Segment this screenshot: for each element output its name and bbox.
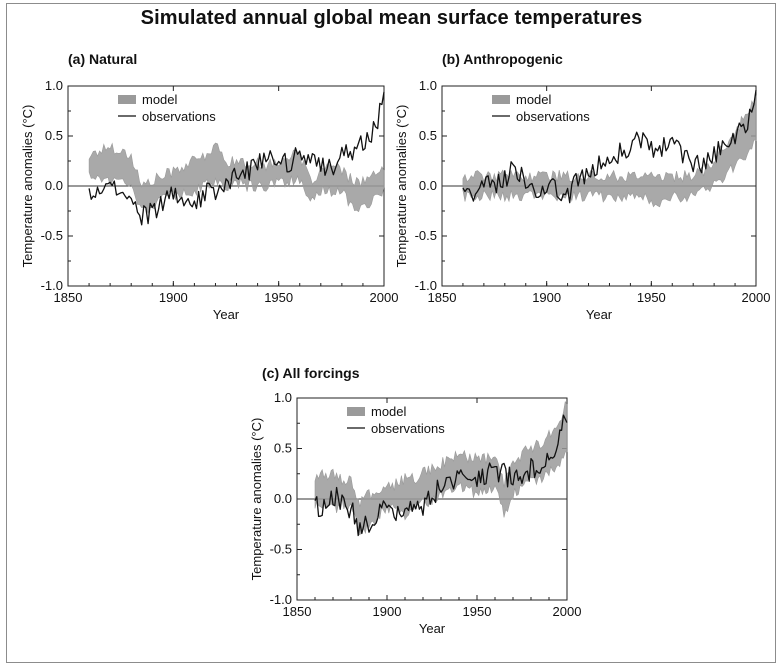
panel-all-forcings: (c) All forcings 1850 1900 1950 2000 1.0 0.5 0.… [249,365,582,636]
legend-observations-label: observations [142,109,216,124]
figure-title: Simulated annual global mean surface tem… [140,7,643,29]
legend-model-label: model [371,404,407,419]
observations-series-line [88,91,385,226]
y-tick-label: -0.5 [415,228,437,243]
y-tick-label: 0.0 [274,491,292,506]
y-axis-label: Temperature anomalies (°C) [249,418,264,581]
observations-series-line [462,90,757,204]
x-tick-label: 1850 [428,290,457,305]
figure: Simulated annual global mean surface tem… [6,3,776,663]
panel-anthropogenic: (b) Anthropogenic 1850 1900 1950 2000 1.0 0.5 0… [394,51,771,322]
x-tick-label: 2000 [742,290,771,305]
legend-model-swatch [118,95,136,104]
y-tick-label: 0.0 [419,178,437,193]
x-tick-label: 1850 [283,604,312,619]
y-tick-label: -1.0 [270,592,292,607]
legend-observations-label: observations [371,421,445,436]
x-tick-label: 1950 [637,290,666,305]
y-tick-label: -1.0 [415,278,437,293]
y-tick-label: 0.0 [45,178,63,193]
y-tick-label: -0.5 [41,228,63,243]
x-tick-label: 1900 [159,290,188,305]
y-tick-label: 0.5 [45,128,63,143]
legend-model-label: model [516,92,552,107]
x-tick-label: 1850 [54,290,83,305]
y-tick-label: -0.5 [270,542,292,557]
x-tick-label: 2000 [370,290,399,305]
observations-series-line [314,414,568,537]
x-tick-label: 1900 [532,290,561,305]
y-tick-label: 0.5 [419,128,437,143]
legend-model-swatch [492,95,510,104]
y-tick-label: 1.0 [419,78,437,93]
y-tick-label: 0.5 [274,441,292,456]
x-axis-label: Year [419,621,446,636]
x-tick-label: 2000 [553,604,582,619]
x-tick-label: 1900 [373,604,402,619]
y-axis-label: Temperature anomalies (°C) [20,105,35,268]
y-tick-label: -1.0 [41,278,63,293]
y-axis-label: Temperature anomalies (°C) [394,105,409,268]
x-axis-label: Year [586,307,613,322]
legend-observations-label: observations [516,109,590,124]
panel-title: (b) Anthropogenic [442,51,563,67]
panel-natural: (a) Natural 1850 1900 1950 2000 1.0 0.5 0.0 -0.5… [20,51,399,322]
x-tick-label: 1950 [463,604,492,619]
panel-title: (a) Natural [68,51,137,67]
legend-model-label: model [142,92,178,107]
x-axis-label: Year [213,307,240,322]
y-tick-label: 1.0 [45,78,63,93]
legend-model-swatch [347,407,365,416]
model-series-band [462,95,757,208]
x-tick-label: 1950 [264,290,293,305]
panel-title: (c) All forcings [262,365,360,381]
y-tick-label: 1.0 [274,390,292,405]
